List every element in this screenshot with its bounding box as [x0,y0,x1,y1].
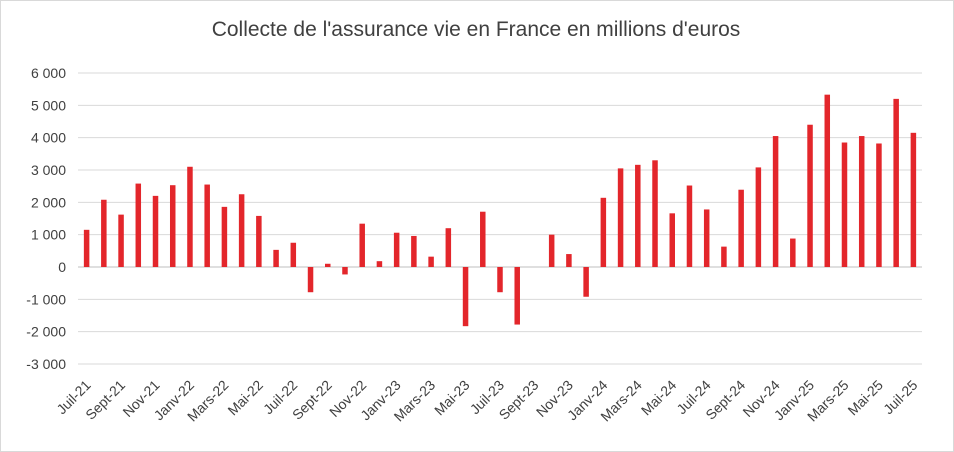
bar [238,194,245,267]
bar [256,215,262,267]
bar [824,94,831,267]
bar [359,223,365,267]
bar [686,185,693,267]
x-tick-label: Mai-23 [431,377,473,419]
bar [893,98,899,267]
bar [548,234,555,267]
bar [221,206,228,267]
y-tick-label: 1 000 [31,227,66,243]
bar [807,124,813,267]
bar [376,261,383,267]
y-tick-label: -3 000 [26,356,66,372]
y-tick-label: -1 000 [26,291,66,307]
x-tick-label: Mai-24 [638,377,680,419]
bar [411,235,417,267]
bars [83,94,917,327]
bar [152,195,159,267]
bar [514,267,520,325]
bar [703,209,710,267]
bar [841,142,848,267]
bar [858,136,865,267]
bar [617,168,624,267]
bar [169,185,176,267]
bar [600,197,607,267]
chart-title: Collecte de l'assurance vie en France en… [211,18,741,41]
bar [290,242,297,267]
y-tick-label: 0 [58,259,66,275]
x-tick-label: Juil-25 [880,377,921,418]
y-tick-label: 4 000 [31,130,66,146]
bar [910,132,917,267]
y-tick-label: 5 000 [31,97,66,113]
y-tick-label: -2 000 [26,324,66,340]
bar [772,136,779,267]
y-tick-label: 3 000 [31,162,66,178]
bar [307,267,314,293]
bar [876,143,882,267]
bar [497,267,503,293]
bar [462,267,469,327]
bar [135,183,142,267]
x-axis-labels: Juil-21Sept-21Nov-21Janv-22Mars-22Mai-22… [53,377,920,425]
bar [790,238,796,267]
bar [480,211,486,267]
bar [669,213,675,267]
bar [101,199,107,267]
bar [393,232,400,267]
bar [721,246,727,267]
bar [342,267,348,275]
bar [635,164,641,267]
bar [118,214,124,267]
y-tick-label: 2 000 [31,194,66,210]
bar [755,167,762,267]
bar [428,256,434,267]
bar [738,189,744,267]
bar [187,166,193,267]
bar [83,229,90,267]
x-tick-label: Mai-25 [844,377,886,419]
x-tick-label: Mai-22 [224,377,266,419]
y-tick-label: 6 000 [31,65,66,81]
bar [273,249,279,267]
bar [445,228,452,267]
bar [652,160,658,267]
bar [204,184,210,267]
y-axis-labels: 6 000 5 000 4 000 3 000 2 000 1 000 0 -1 000 -2 … [26,65,66,372]
bar [566,254,572,267]
bar [325,263,331,267]
bar [583,267,589,297]
